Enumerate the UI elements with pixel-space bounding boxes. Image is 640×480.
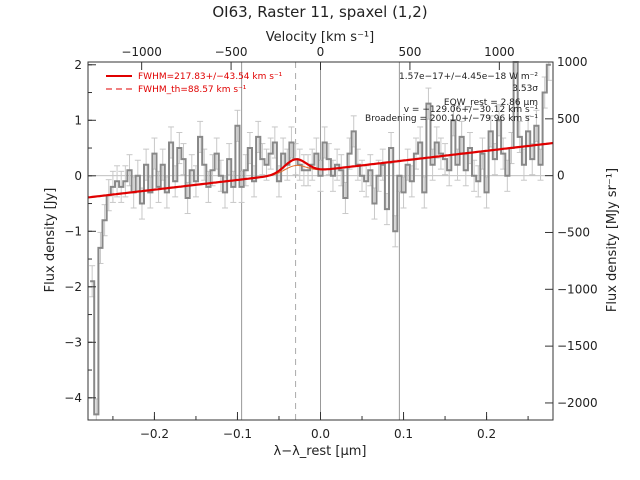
top-tick-label: 500 xyxy=(398,45,421,59)
plot-area xyxy=(87,61,554,421)
y-left-tick-label: 0 xyxy=(74,169,82,183)
y-left-tick-label: −2 xyxy=(64,280,82,294)
legend-label-fwhm: FWHM=217.83+/−43.54 km s⁻¹ xyxy=(138,72,283,82)
annotation-velocity: v = −129.06+/−30.12 km s⁻¹ xyxy=(404,105,539,115)
y-right-tick-label: 0 xyxy=(557,169,565,183)
bottom-axis-label: λ−λ_rest [μm] xyxy=(274,444,367,459)
fit-line xyxy=(87,141,554,199)
left-axis-label: Flux density [Jy] xyxy=(43,188,58,293)
y-left-tick-label: −4 xyxy=(64,391,82,405)
y-right-tick-label: −2000 xyxy=(557,396,598,410)
x-tick-label: 0.1 xyxy=(394,427,413,441)
y-left-tick-label: 2 xyxy=(74,58,82,72)
right-axis-label: Flux density [MJy sr⁻¹] xyxy=(605,168,620,312)
y-right-tick-label: −1500 xyxy=(557,339,598,353)
y-right-tick-label: 1000 xyxy=(557,55,588,69)
y-left-tick-label: −1 xyxy=(64,224,82,238)
annotation-eqw: EQW_rest = 2.86 μm xyxy=(444,98,538,108)
top-tick-label: 0 xyxy=(317,45,325,59)
annotation-sigma: 3.53σ xyxy=(512,84,538,94)
top-tick-label: 1000 xyxy=(484,45,515,59)
y-right-tick-label: −1000 xyxy=(557,282,598,296)
x-tick-label: −0.1 xyxy=(223,427,252,441)
x-tick-label: −0.2 xyxy=(140,427,169,441)
x-tick-label: 0.0 xyxy=(311,427,330,441)
y-left-tick-label: −3 xyxy=(64,335,82,349)
y-left-tick-label: 1 xyxy=(74,113,82,127)
top-tick-label: −500 xyxy=(215,45,248,59)
top-axis-label: Velocity [km s⁻¹] xyxy=(266,30,374,45)
top-tick-label: −1000 xyxy=(121,45,162,59)
x-tick-label: 0.2 xyxy=(477,427,496,441)
legend-label-fwhm-th: FWHM_th=88.57 km s⁻¹ xyxy=(138,85,247,95)
y-right-tick-label: 500 xyxy=(557,112,580,126)
legend: FWHM=217.83+/−43.54 km s⁻¹ FWHM_th=88.57… xyxy=(106,72,283,95)
y-right-tick-label: −500 xyxy=(557,225,590,239)
annotation-flux: 1.57e−17+/−4.45e−18 W m⁻² xyxy=(399,72,538,82)
annotation-broadening: Broadening = 200.10+/−79.96 km s⁻¹ xyxy=(365,114,538,124)
chart-title: OI63, Raster 11, spaxel (1,2) xyxy=(212,3,427,21)
annotations: 1.57e−17+/−4.45e−18 W m⁻² 3.53σ EQW_rest… xyxy=(365,72,538,124)
spectrum-line xyxy=(90,61,551,416)
axis-ticks: −0.2 −0.1 0.0 0.1 0.2 −1000 −500 0 500 1000 −4 −3 −2… xyxy=(64,45,597,441)
